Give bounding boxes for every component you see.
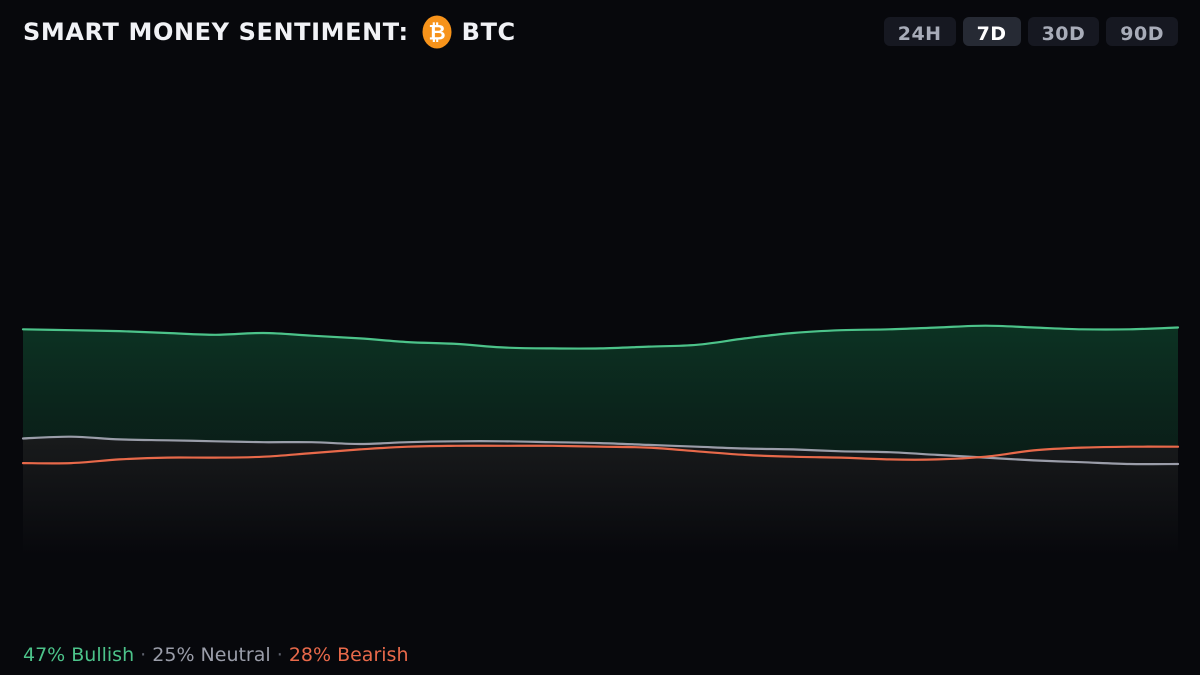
lower-area <box>23 436 1178 555</box>
bitcoin-icon: ₿ <box>422 15 452 49</box>
legend-neutral: 25% Neutral <box>152 644 271 666</box>
area-fills <box>23 325 1178 555</box>
legend-bullish: 47% Bullish <box>23 644 135 666</box>
range-7d-button[interactable]: 7D <box>962 17 1021 46</box>
svg-text:₿: ₿ <box>428 21 445 45</box>
legend-separator: · <box>276 644 283 666</box>
coin-ticker: BTC <box>461 18 516 46</box>
chart-title: SMART MONEY SENTIMENT: <box>23 18 409 46</box>
legend-bearish: 28% Bearish <box>288 644 409 666</box>
range-30d-button[interactable]: 30D <box>1027 17 1100 46</box>
series-lines <box>21 324 1180 466</box>
range-24h-button[interactable]: 24H <box>883 17 956 46</box>
bullish-series-line <box>21 324 1180 350</box>
range-90d-button[interactable]: 90D <box>1106 17 1178 46</box>
bearish-series-line <box>21 444 1180 465</box>
sentiment-legend: 47% Bullish · 25% Neutral · 28% Bearish <box>23 644 408 666</box>
legend-separator: · <box>140 644 147 666</box>
chart-header: SMART MONEY SENTIMENT: ₿ BTC <box>23 12 516 52</box>
time-range-selector: 24H 7D 30D 90D <box>883 17 1178 46</box>
